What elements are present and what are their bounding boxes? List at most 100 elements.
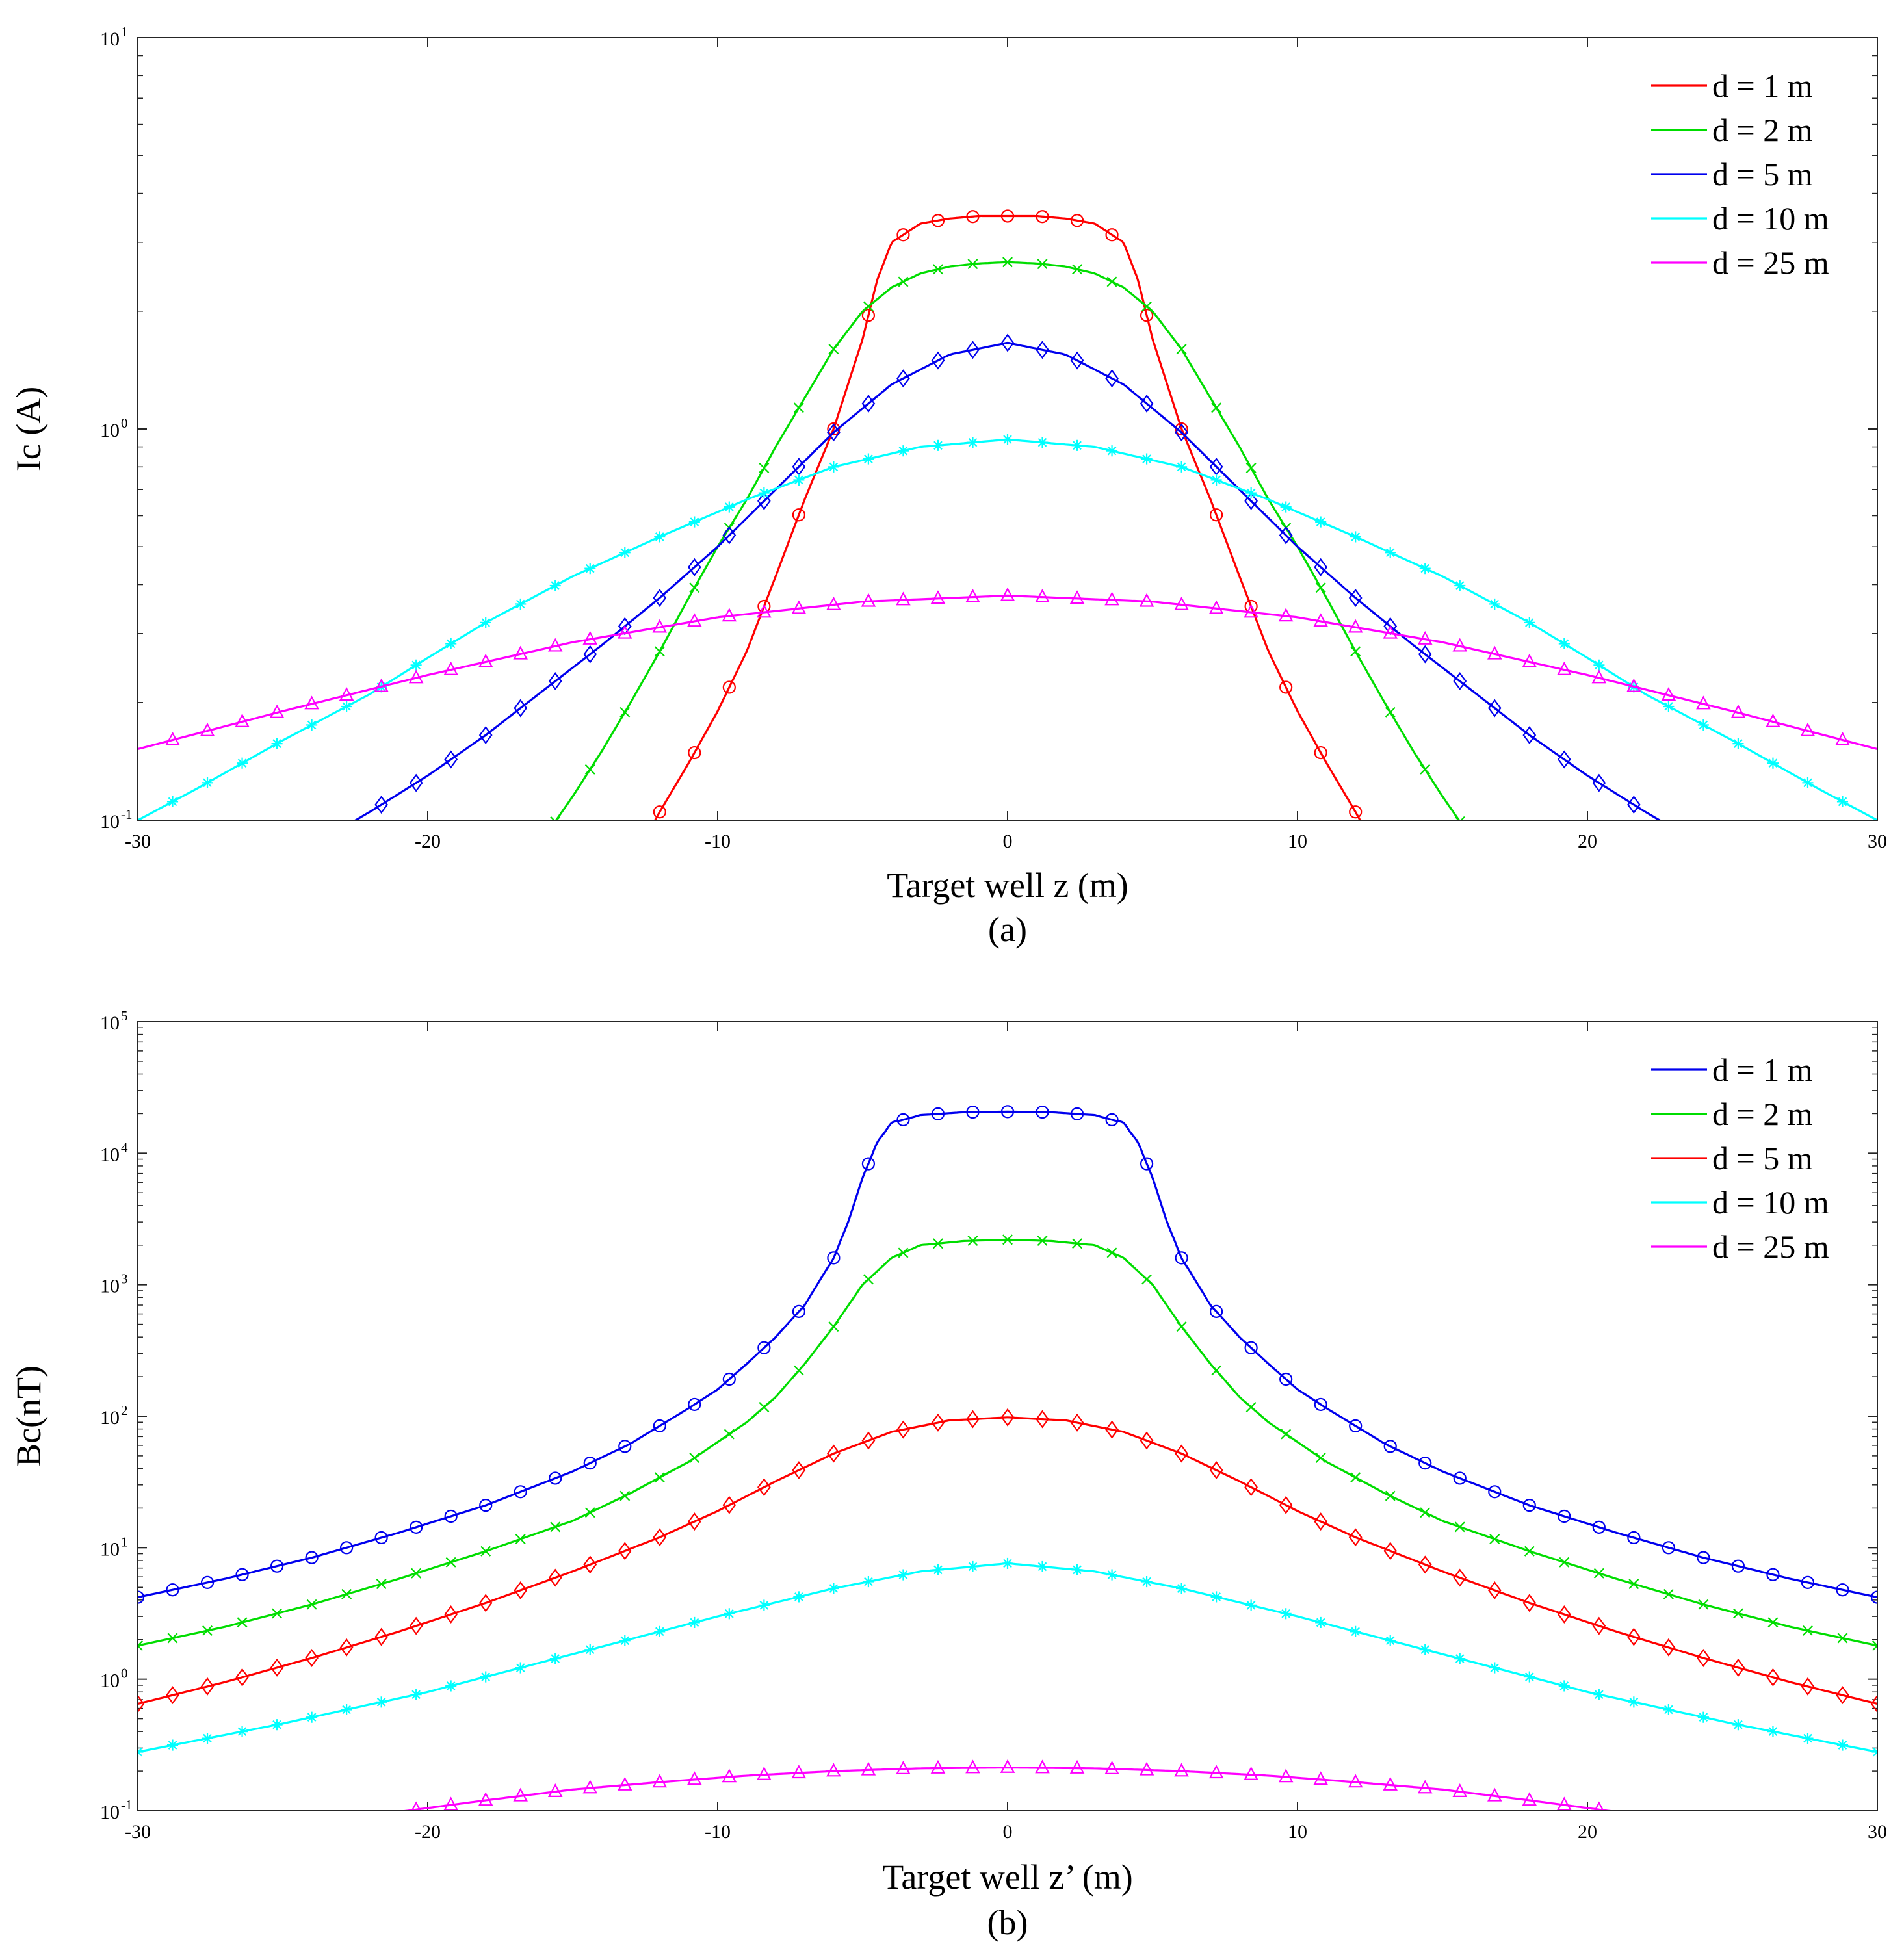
data-marker	[1452, 638, 1468, 652]
data-marker	[1069, 590, 1085, 604]
y-tick-label: 10	[100, 1013, 120, 1034]
data-marker	[689, 1453, 700, 1464]
data-marker	[1244, 1341, 1258, 1354]
data-marker	[1767, 1617, 1779, 1628]
data-marker	[1000, 333, 1015, 352]
data-marker	[1836, 1583, 1849, 1597]
chart-a-series-1	[653, 209, 1363, 820]
data-marker	[1350, 531, 1361, 543]
data-marker	[1140, 1431, 1154, 1450]
data-marker	[1036, 1560, 1049, 1572]
data-marker	[1557, 750, 1571, 769]
data-marker	[965, 1759, 980, 1774]
data-marker	[1593, 1568, 1604, 1579]
data-marker	[687, 1512, 701, 1531]
data-marker	[583, 645, 597, 664]
legend-label: d = 10 m	[1712, 1184, 1829, 1221]
data-marker	[1522, 1792, 1537, 1806]
data-marker	[1593, 659, 1605, 671]
data-marker	[757, 1341, 771, 1354]
y-tick-label: 10	[100, 811, 120, 833]
data-marker	[1627, 1531, 1641, 1545]
data-marker	[1348, 588, 1363, 607]
data-marker	[549, 1653, 561, 1664]
data-marker	[582, 1780, 598, 1794]
data-marker	[1522, 1499, 1536, 1512]
data-marker	[444, 1605, 458, 1624]
x-tick-label: 20	[1578, 831, 1597, 852]
data-marker	[1418, 645, 1432, 664]
x-tick-label: 30	[1868, 1821, 1887, 1843]
data-marker	[1489, 598, 1500, 610]
data-marker	[967, 1236, 978, 1246]
data-marker	[896, 1420, 910, 1439]
data-marker	[759, 1401, 770, 1412]
data-marker	[1002, 257, 1013, 268]
data-marker	[1071, 439, 1083, 451]
data-marker	[1419, 563, 1431, 575]
data-marker	[1211, 1365, 1222, 1376]
data-marker	[1802, 1625, 1813, 1636]
data-marker	[1176, 344, 1187, 355]
data-marker	[1418, 1457, 1432, 1470]
data-marker	[445, 638, 457, 650]
data-marker	[828, 1583, 839, 1594]
series-line	[138, 594, 1877, 751]
data-marker	[1106, 276, 1117, 287]
legend-item: d = 1 m	[1651, 1052, 1813, 1088]
data-marker	[409, 1616, 423, 1635]
data-marker	[1000, 587, 1015, 601]
series-line	[353, 341, 1662, 820]
legend-label: d = 2 m	[1712, 112, 1813, 148]
data-marker	[1836, 1686, 1849, 1705]
data-marker	[618, 1440, 632, 1453]
data-marker	[861, 1431, 876, 1450]
data-marker	[828, 1321, 839, 1332]
data-marker	[269, 704, 285, 718]
chart-b-series-2	[138, 1234, 1877, 1651]
data-marker	[1385, 1490, 1396, 1501]
data-marker	[687, 558, 701, 576]
data-marker	[1558, 638, 1570, 650]
series-line	[138, 1110, 1877, 1599]
data-marker	[410, 1520, 423, 1534]
data-marker	[1417, 630, 1433, 645]
data-marker	[1592, 773, 1606, 792]
data-marker	[652, 1774, 668, 1788]
data-marker	[931, 214, 945, 227]
data-marker	[931, 351, 945, 370]
data-marker	[200, 722, 215, 736]
x-tick-label: -10	[705, 831, 731, 852]
data-marker	[1210, 1304, 1223, 1318]
data-marker	[1036, 1105, 1049, 1119]
data-marker	[202, 777, 213, 788]
data-marker	[271, 738, 283, 749]
data-marker	[1663, 1588, 1674, 1599]
data-marker	[722, 526, 737, 545]
data-marker	[1348, 1528, 1363, 1547]
data-marker	[376, 1696, 387, 1708]
y-tick-label: 10	[100, 1538, 120, 1560]
data-marker	[1348, 619, 1363, 633]
data-marker	[480, 1546, 491, 1557]
data-marker	[1661, 687, 1676, 701]
data-marker	[688, 1397, 701, 1412]
data-marker	[167, 1633, 178, 1644]
chart-b-plot-area	[138, 1022, 1877, 1811]
legend-item: d = 2 m	[1651, 1096, 1813, 1132]
data-marker	[271, 1719, 283, 1731]
data-marker	[306, 1599, 317, 1610]
data-marker	[1419, 1644, 1431, 1655]
data-marker	[200, 1677, 215, 1696]
data-marker	[757, 1766, 772, 1780]
data-marker	[619, 1490, 631, 1501]
data-marker	[549, 1471, 562, 1485]
data-marker	[584, 1507, 595, 1518]
data-marker	[1454, 1653, 1466, 1664]
data-marker	[1731, 1559, 1745, 1573]
data-marker	[687, 613, 702, 627]
data-marker	[758, 1599, 770, 1611]
data-marker	[688, 1616, 700, 1628]
data-marker	[584, 563, 596, 575]
